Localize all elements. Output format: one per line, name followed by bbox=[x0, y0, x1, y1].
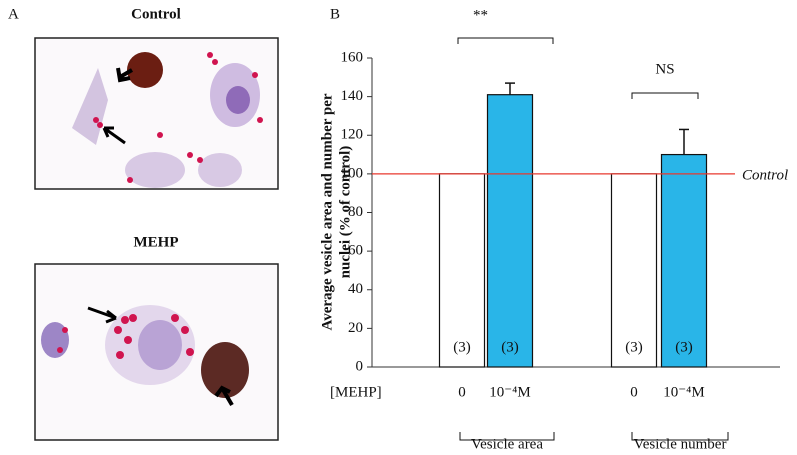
y-tick-label: 160 bbox=[341, 49, 364, 65]
bar bbox=[610, 173, 658, 368]
group-bracket bbox=[631, 432, 729, 441]
bar bbox=[660, 153, 708, 368]
significance-label: NS bbox=[655, 61, 674, 77]
y-tick-label: 20 bbox=[348, 320, 363, 336]
y-axis-label: nuclei (% of control) bbox=[337, 146, 353, 279]
y-tick-label: 120 bbox=[341, 127, 364, 143]
reference-label: Control bbox=[742, 167, 788, 183]
y-tick-label: 0 bbox=[356, 358, 364, 374]
y-tick-label: 140 bbox=[341, 88, 364, 104]
x-row-label: [MEHP] bbox=[330, 384, 382, 400]
bar bbox=[438, 173, 486, 368]
n-label: (3) bbox=[675, 339, 693, 355]
y-tick-label: 60 bbox=[348, 243, 363, 259]
micrograph bbox=[34, 37, 279, 190]
n-label: (3) bbox=[453, 339, 471, 355]
bar bbox=[486, 94, 534, 368]
panel-label: B bbox=[330, 6, 340, 22]
y-tick-label: 100 bbox=[341, 165, 364, 181]
significance-bracket bbox=[631, 92, 699, 99]
x-tick-label: 0 bbox=[458, 384, 466, 400]
y-axis-label: Average vesicle area and number per bbox=[319, 93, 335, 330]
micrograph bbox=[34, 263, 279, 441]
group-bracket bbox=[459, 432, 555, 441]
x-tick-label: 10⁻⁴M bbox=[663, 384, 704, 400]
image-title: Control bbox=[131, 6, 181, 22]
significance-label: ** bbox=[473, 7, 488, 23]
group-label: Vesicle number bbox=[634, 436, 727, 452]
image-title: MEHP bbox=[134, 234, 179, 250]
panel-label: A bbox=[8, 6, 19, 22]
y-tick-label: 40 bbox=[348, 281, 363, 297]
significance-bracket bbox=[457, 37, 554, 44]
group-label: Vesicle area bbox=[471, 436, 543, 452]
n-label: (3) bbox=[625, 339, 643, 355]
x-tick-label: 10⁻⁴M bbox=[489, 384, 530, 400]
x-tick-label: 0 bbox=[630, 384, 638, 400]
y-tick-label: 80 bbox=[348, 204, 363, 220]
n-label: (3) bbox=[501, 339, 519, 355]
